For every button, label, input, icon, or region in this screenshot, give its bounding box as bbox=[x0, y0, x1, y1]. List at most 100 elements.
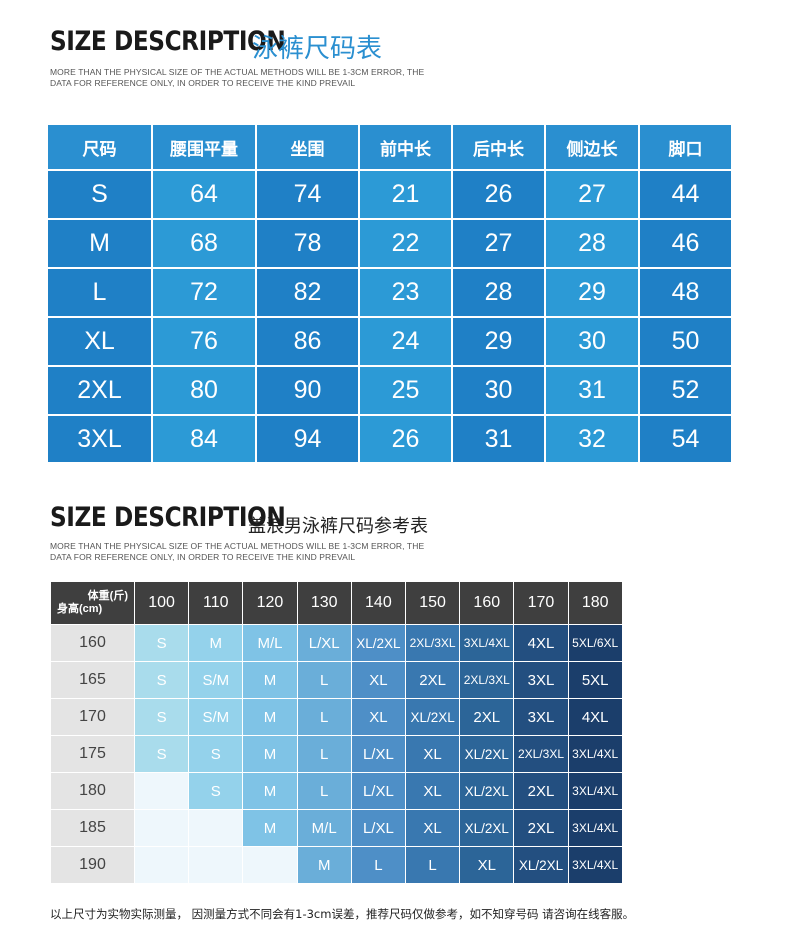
measurement-cell: 26 bbox=[453, 171, 546, 218]
measurement-cell: 28 bbox=[546, 220, 640, 267]
size-cell: M bbox=[243, 699, 298, 735]
size-cell: 2XL bbox=[460, 699, 515, 735]
size-cell: L bbox=[406, 847, 461, 883]
size-label-cell: M bbox=[48, 220, 153, 267]
size-reference-section: SIZE DESCRIPTION 盖浪男泳裤尺码参考表 bbox=[0, 502, 790, 542]
measurement-cell: 31 bbox=[453, 416, 546, 462]
section-title: SIZE DESCRIPTION 盖浪男泳裤尺码参考表 bbox=[50, 502, 428, 542]
size-cell: M bbox=[243, 736, 298, 772]
size-cell: M bbox=[243, 662, 298, 698]
size-cell bbox=[135, 810, 190, 846]
size-cell: 4XL bbox=[568, 699, 623, 735]
measurement-cell: 30 bbox=[453, 367, 546, 414]
size-cell: 5XL bbox=[568, 662, 623, 698]
height-label-cell: 170 bbox=[51, 699, 135, 735]
measurement-cell: 72 bbox=[153, 269, 257, 316]
height-label-cell: 175 bbox=[51, 736, 135, 772]
size-cell: 3XL/4XL bbox=[460, 625, 515, 661]
subtitle-line: DATA FOR REFERENCE ONLY, IN ORDER TO REC… bbox=[50, 78, 356, 88]
size-cell: 3XL/4XL bbox=[568, 847, 623, 883]
height-axis-label: 身高(cm) bbox=[57, 603, 103, 615]
weight-column-header: 130 bbox=[297, 582, 352, 624]
height-label-cell: 185 bbox=[51, 810, 135, 846]
measurement-cell: 76 bbox=[153, 318, 257, 365]
measurement-cell: 80 bbox=[153, 367, 257, 414]
size-cell bbox=[243, 847, 298, 883]
size-cell bbox=[189, 847, 244, 883]
table-row: M 68 78 22 27 28 46 bbox=[48, 220, 731, 269]
size-measurement-table: 尺码 腰围平量 坐围 前中长 后中长 侧边长 脚口 S 64 74 21 26 27 44 M 68 78 22 2… bbox=[48, 125, 731, 464]
size-cell: S bbox=[135, 699, 190, 735]
measurement-cell: 64 bbox=[153, 171, 257, 218]
height-label-cell: 190 bbox=[51, 847, 135, 883]
measurement-cell: 23 bbox=[360, 269, 453, 316]
size-label-cell: L bbox=[48, 269, 153, 316]
table-row: 190 M L L XL XL/2XL 3XL/4XL bbox=[51, 846, 623, 883]
measurement-cell: 28 bbox=[453, 269, 546, 316]
measurement-cell: 52 bbox=[640, 367, 731, 414]
measurement-cell: 24 bbox=[360, 318, 453, 365]
size-cell: 2XL/3XL bbox=[514, 736, 569, 772]
size-cell: 2XL/3XL bbox=[406, 625, 461, 661]
measurement-cell: 30 bbox=[546, 318, 640, 365]
measurement-cell: 90 bbox=[257, 367, 360, 414]
table-row: S 64 74 21 26 27 44 bbox=[48, 171, 731, 220]
size-cell: L bbox=[297, 699, 352, 735]
measurement-cell: 31 bbox=[546, 367, 640, 414]
size-cell: L/XL bbox=[351, 810, 406, 846]
weight-axis-label: 体重(斤) bbox=[87, 590, 128, 602]
section-subtitle: MORE THAN THE PHYSICAL SIZE OF THE ACTUA… bbox=[50, 541, 470, 563]
size-cell: S bbox=[135, 662, 190, 698]
height-label-cell: 160 bbox=[51, 625, 135, 661]
size-cell: 3XL/4XL bbox=[568, 810, 623, 846]
measurement-cell: 78 bbox=[257, 220, 360, 267]
size-chart-section: SIZE DESCRIPTION 泳裤尺码表 bbox=[0, 26, 790, 466]
size-cell: L/XL bbox=[351, 736, 406, 772]
size-cell: S/M bbox=[189, 699, 244, 735]
measurement-cell: 29 bbox=[453, 318, 546, 365]
measurement-cell: 94 bbox=[257, 416, 360, 462]
title-chinese: 泳裤尺码表 bbox=[252, 34, 383, 64]
table-row: 3XL 84 94 26 31 32 54 bbox=[48, 416, 731, 464]
subtitle-line: DATA FOR REFERENCE ONLY, IN ORDER TO REC… bbox=[50, 552, 356, 562]
size-cell: M/L bbox=[243, 625, 298, 661]
title-english: SIZE DESCRIPTION bbox=[50, 26, 286, 57]
size-cell: M bbox=[189, 625, 244, 661]
table-row: XL 76 86 24 29 30 50 bbox=[48, 318, 731, 367]
weight-column-header: 160 bbox=[460, 582, 515, 624]
weight-column-header: 150 bbox=[406, 582, 461, 624]
height-label-cell: 180 bbox=[51, 773, 135, 809]
height-label-cell: 165 bbox=[51, 662, 135, 698]
size-cell: L/XL bbox=[351, 773, 406, 809]
size-cell bbox=[135, 847, 190, 883]
size-cell: M/L bbox=[297, 810, 352, 846]
size-cell: XL bbox=[406, 773, 461, 809]
measurement-cell: 50 bbox=[640, 318, 731, 365]
size-cell: XL/2XL bbox=[460, 773, 515, 809]
measurement-cell: 44 bbox=[640, 171, 731, 218]
subtitle-line: MORE THAN THE PHYSICAL SIZE OF THE ACTUA… bbox=[50, 67, 425, 77]
size-cell bbox=[189, 810, 244, 846]
size-cell: XL bbox=[406, 810, 461, 846]
size-label-cell: S bbox=[48, 171, 153, 218]
measurement-cell: 21 bbox=[360, 171, 453, 218]
size-cell: XL bbox=[351, 662, 406, 698]
measurement-cell: 27 bbox=[546, 171, 640, 218]
table-row: 165 S S/M M L XL 2XL 2XL/3XL 3XL 5XL bbox=[51, 661, 623, 698]
size-cell: L bbox=[351, 847, 406, 883]
size-cell: 3XL bbox=[514, 662, 569, 698]
size-cell: M bbox=[243, 773, 298, 809]
table-row: 2XL 80 90 25 30 31 52 bbox=[48, 367, 731, 416]
weight-column-header: 100 bbox=[135, 582, 190, 624]
weight-column-header: 180 bbox=[568, 582, 623, 624]
measurement-cell: 68 bbox=[153, 220, 257, 267]
measurement-cell: 48 bbox=[640, 269, 731, 316]
column-header: 前中长 bbox=[360, 125, 453, 169]
weight-column-header: 170 bbox=[514, 582, 569, 624]
size-cell: 2XL bbox=[406, 662, 461, 698]
size-cell: L bbox=[297, 662, 352, 698]
size-label-cell: XL bbox=[48, 318, 153, 365]
weight-column-header: 120 bbox=[243, 582, 298, 624]
table-header-row: 尺码 腰围平量 坐围 前中长 后中长 侧边长 脚口 bbox=[48, 125, 731, 171]
size-cell: XL/2XL bbox=[406, 699, 461, 735]
